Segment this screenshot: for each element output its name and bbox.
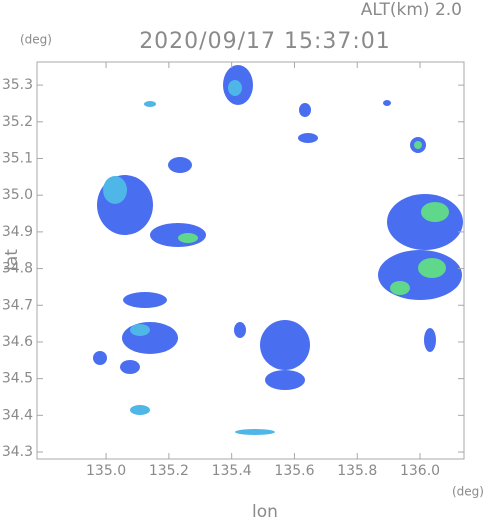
y-tick-label: 35.2 [2,114,33,130]
y-unit: (deg) [20,33,52,47]
echo [103,176,127,204]
echo [235,429,275,435]
echo [168,157,192,173]
chart-title: 2020/09/17 15:37:01 [139,29,391,54]
y-tick-label: 34.3 [2,444,33,460]
echo [228,80,242,96]
echo [299,103,311,117]
echo [260,320,310,370]
echo [234,322,246,338]
y-tick-label: 34.4 [2,407,33,423]
y-tick-label: 34.9 [2,224,33,240]
echo [298,133,318,143]
echo [387,194,463,250]
x-tick-label: 135.4 [212,463,252,479]
echo [130,324,150,336]
y-tick-label: 34.8 [2,261,33,277]
radar-echoes [93,65,463,435]
x-unit: (deg) [452,485,484,499]
echo [130,405,150,415]
x-tick-label: 135.8 [337,463,377,479]
y-tick-label: 34.5 [2,371,33,387]
echo [178,233,198,243]
echo [144,101,156,107]
echo [123,292,167,308]
altitude-label: ALT(km) 2.0 [361,0,462,20]
y-axis-label: lat [2,249,22,271]
x-axis-label: lon [252,502,278,521]
y-tick-label: 35.1 [2,150,33,166]
echo [265,370,305,390]
echo [120,360,140,374]
x-tick-label: 135.0 [86,463,126,479]
echo [424,328,436,352]
x-tick-label: 135.6 [274,463,314,479]
y-tick-label: 35.3 [2,77,33,93]
plot-frame [36,61,465,460]
echo [378,250,462,300]
echo [418,258,446,278]
echo [421,202,449,222]
y-tick-label: 34.7 [2,297,33,313]
echo [122,322,178,354]
echo [414,141,422,149]
y-tick-label: 34.6 [2,334,33,350]
echo [390,281,410,295]
x-tick-label: 136.0 [400,463,440,479]
y-tick-label: 35.0 [2,187,33,203]
x-tick-label: 135.2 [149,463,189,479]
echo [383,100,391,106]
echo [93,351,107,365]
echo [150,223,206,247]
